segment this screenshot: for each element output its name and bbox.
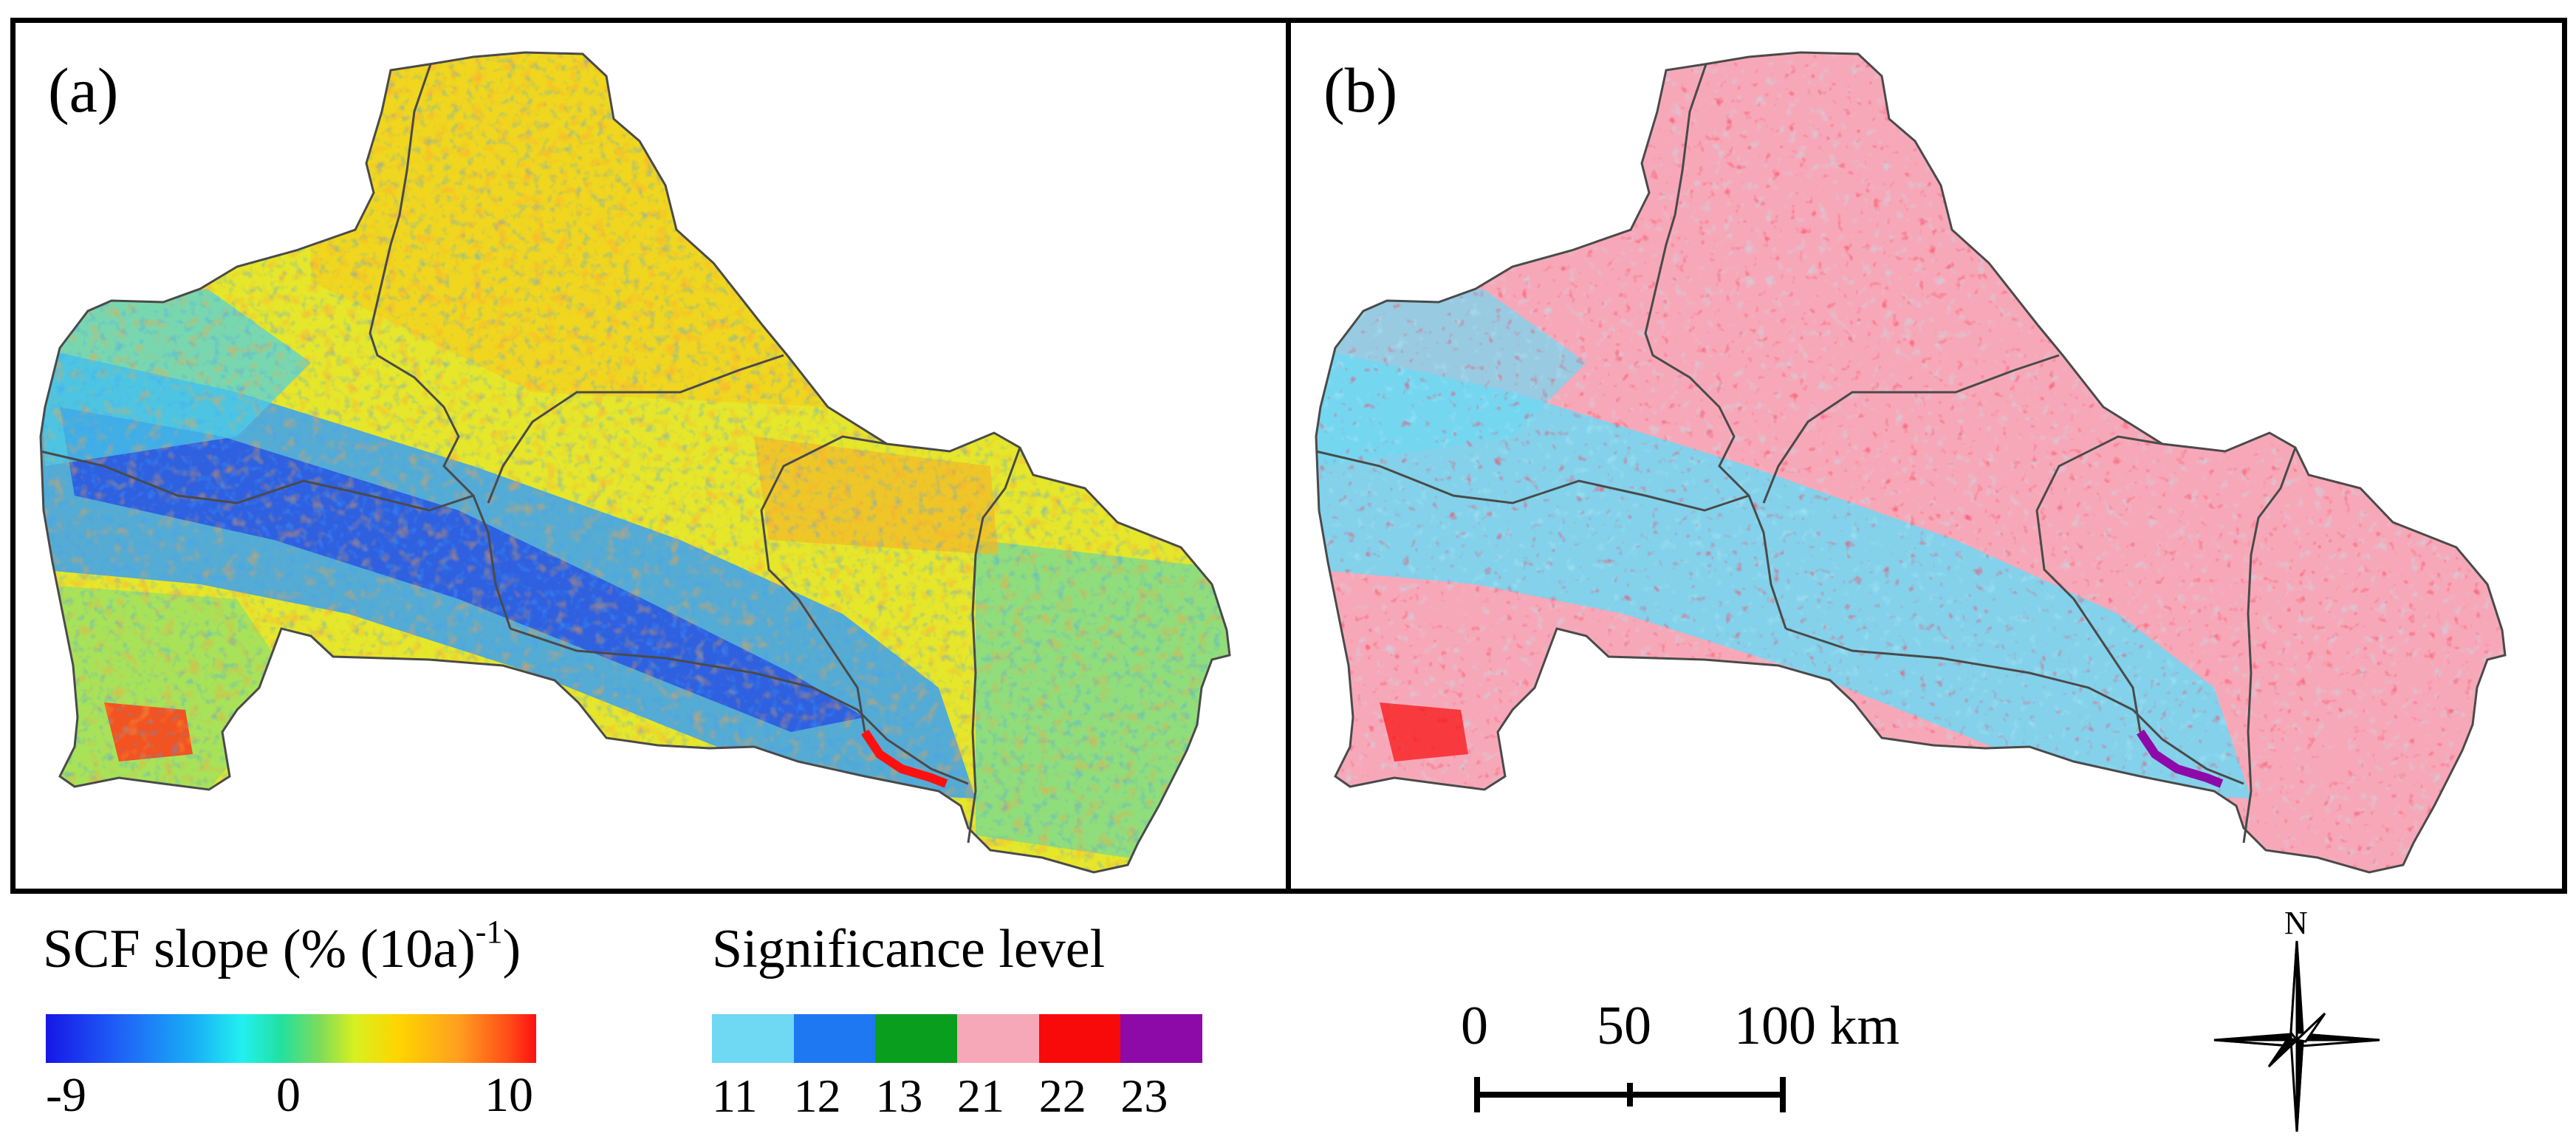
panel-label-b: (b) xyxy=(1323,55,1398,126)
significance-swatch-13 xyxy=(875,1014,958,1063)
significance-swatch-12 xyxy=(793,1014,876,1063)
significance-label-23: 23 xyxy=(1120,1070,1168,1122)
slope-legend-title-close: ) xyxy=(502,919,521,979)
significance-label-12: 12 xyxy=(793,1070,841,1122)
significance-labels: 11 12 13 21 22 23 xyxy=(712,1073,1202,1120)
significance-swatch-21 xyxy=(957,1014,1039,1063)
panel-label-a: (a) xyxy=(48,55,119,126)
scale-label-50: 50 xyxy=(1597,996,1651,1056)
scale-bar xyxy=(1474,1077,1786,1112)
slope-tick-max: 10 xyxy=(484,1068,533,1122)
slope-legend-title-text: SCF slope (% (10a) xyxy=(43,919,476,979)
significance-label-22: 22 xyxy=(1038,1070,1086,1122)
significance-legend-title: Significance level xyxy=(712,919,1106,979)
north-arrow-icon xyxy=(2213,940,2380,1132)
significance-swatches xyxy=(712,1014,1203,1063)
slope-legend-title-superscript: -1 xyxy=(475,914,503,950)
scale-label-100km: 100 km xyxy=(1734,996,1900,1056)
significance-swatch-22 xyxy=(1038,1014,1121,1063)
significance-label-11: 11 xyxy=(712,1070,758,1122)
slope-legend-title: SCF slope (% (10a)-1) xyxy=(43,916,521,979)
significance-label-13: 13 xyxy=(875,1070,923,1122)
scale-label-0: 0 xyxy=(1461,996,1488,1056)
significance-map xyxy=(1315,51,2507,874)
slope-tick-min: -9 xyxy=(46,1068,86,1122)
map-panel-a: (a) xyxy=(10,18,1291,894)
slope-colorbar xyxy=(46,1014,536,1063)
slope-tick-zero: 0 xyxy=(276,1068,301,1122)
scf-slope-map xyxy=(39,51,1231,874)
map-panel-b: (b) xyxy=(1286,18,2567,894)
north-label: N xyxy=(2284,905,2308,941)
significance-label-21: 21 xyxy=(957,1070,1005,1122)
significance-swatch-11 xyxy=(712,1014,794,1063)
significance-swatch-23 xyxy=(1120,1014,1203,1063)
